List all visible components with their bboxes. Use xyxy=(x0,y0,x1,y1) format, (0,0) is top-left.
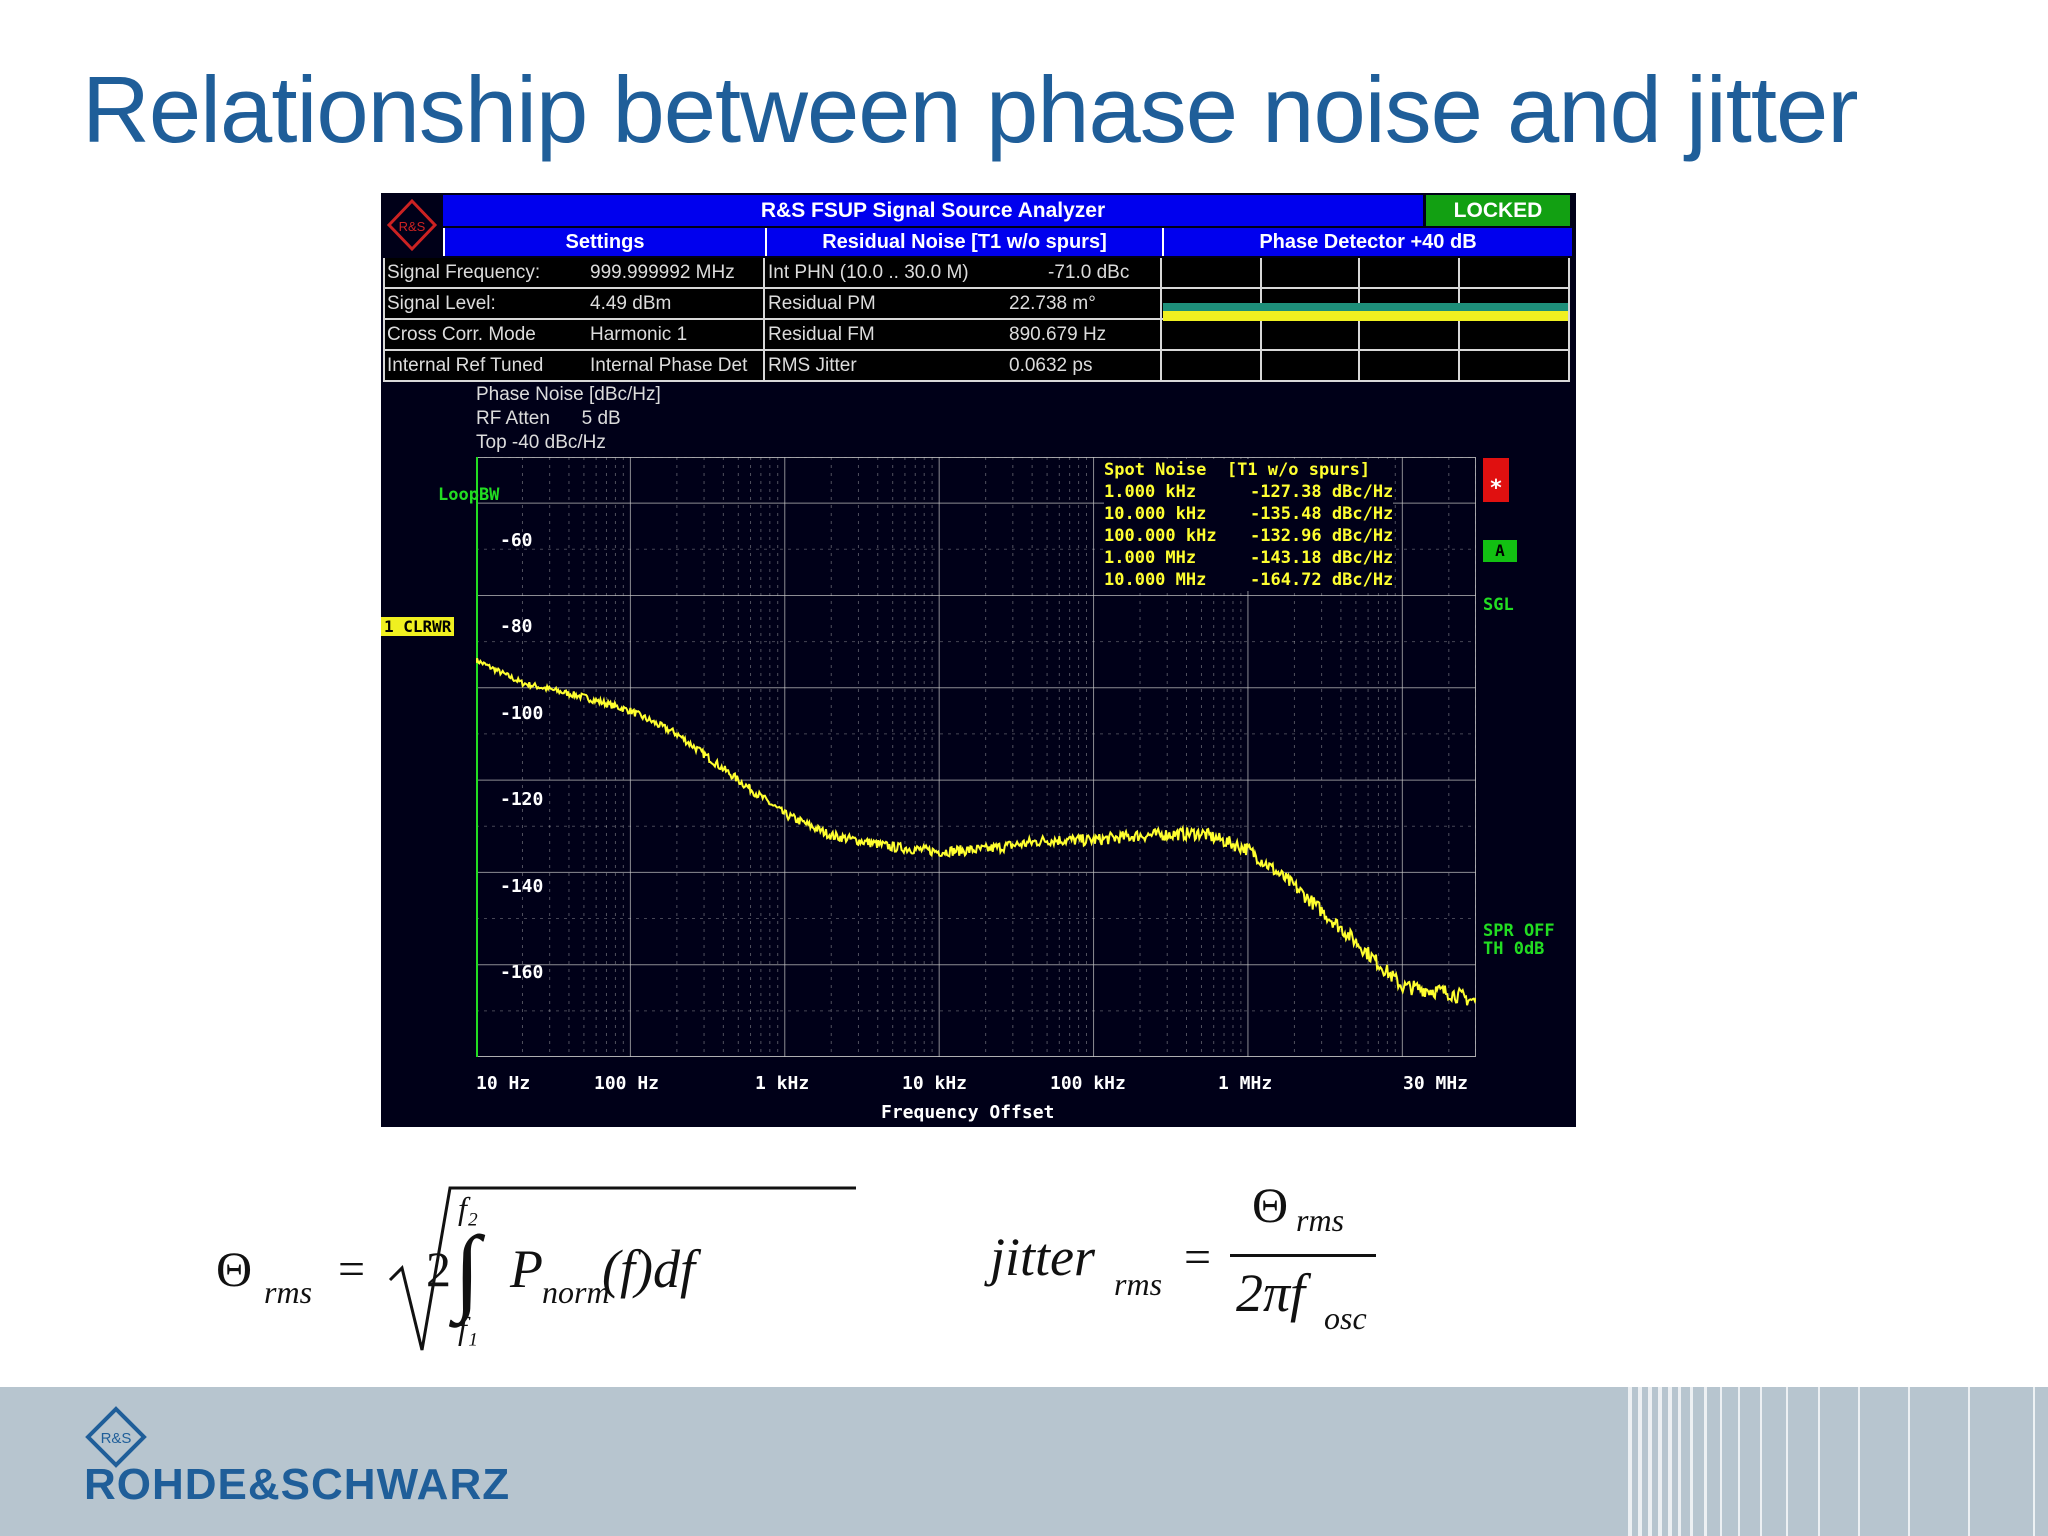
setting-label: Signal Level: xyxy=(387,293,496,314)
info-rf-atten: RF Atten 5 dB xyxy=(476,408,621,429)
settings-table: Signal Frequency: 999.999992 MHz Signal … xyxy=(383,258,1570,382)
setting-label: Signal Frequency: xyxy=(387,262,541,283)
slide-title: Relationship between phase noise and jit… xyxy=(82,57,1859,162)
spot-noise-value: -132.96 dBc/Hz xyxy=(1250,526,1394,546)
residual-label: RMS Jitter xyxy=(768,355,857,376)
spot-noise-header: Spot Noise xyxy=(1104,460,1207,480)
formula-argument: (f)df xyxy=(602,1239,695,1299)
spot-noise-header-right: [T1 w/o spurs] xyxy=(1226,460,1371,480)
formula-sqrt-sign xyxy=(388,1186,856,1351)
analyzer-logo: R&S xyxy=(383,195,441,256)
formula-jitter-sub: rms xyxy=(1114,1266,1163,1302)
phase-detector-trace-teal xyxy=(1163,303,1568,311)
formula-equals: = xyxy=(338,1243,366,1296)
x-tick-label: 10 kHz xyxy=(902,1073,968,1094)
y-tick-label: -60 xyxy=(500,530,533,551)
phase-noise-trace xyxy=(476,658,1476,1006)
residual-label: Residual PM xyxy=(768,293,876,314)
formula-jitter: jitter xyxy=(990,1227,1095,1287)
info-phase-noise: Phase Noise [dBc/Hz] xyxy=(476,384,661,405)
setting-value: Internal Phase Det xyxy=(590,355,748,376)
x-tick-label: 100 kHz xyxy=(1050,1073,1126,1094)
formula-integral-sign: ∫ xyxy=(454,1216,481,1323)
formula-denominator-sub: osc xyxy=(1324,1300,1367,1336)
footer-bar xyxy=(0,1387,2048,1536)
residual-value: -71.0 dBc xyxy=(1048,262,1130,283)
marker-a-badge: A xyxy=(1483,540,1517,562)
marker-star-badge: * xyxy=(1483,458,1509,502)
formula-jitter-rms: jitter rms = Θ rms 2πf osc xyxy=(990,1177,1410,1350)
y-tick-label: -160 xyxy=(500,962,544,983)
formula-upper-limit: f₂ xyxy=(458,1190,479,1226)
brand-name: ROHDE&SCHWARZ xyxy=(84,1460,511,1509)
spot-noise-freq: 1.000 MHz xyxy=(1104,548,1197,568)
locked-status: LOCKED xyxy=(1426,195,1570,226)
analyzer-title: R&S FSUP Signal Source Analyzer xyxy=(443,195,1423,226)
formula-theta-sub: rms xyxy=(264,1274,313,1310)
brand-logo-text: R&S xyxy=(101,1430,132,1447)
column-header-residual: Residual Noise [T1 w/o spurs] xyxy=(765,228,1162,256)
spot-noise-value: -127.38 dBc/Hz xyxy=(1250,482,1394,502)
footer-stripes xyxy=(1628,1387,2035,1536)
spot-noise-freq: 10.000 MHz xyxy=(1104,570,1207,590)
residual-value: 22.738 m° xyxy=(1009,293,1096,314)
formula-coef: 2 xyxy=(426,1241,451,1297)
x-axis-label: Frequency Offset xyxy=(881,1102,1055,1123)
formula-integrand: P xyxy=(510,1239,543,1299)
formula-numerator-sub: rms xyxy=(1296,1202,1345,1238)
phase-noise-plot xyxy=(476,457,1476,1057)
formula-fraction-bar xyxy=(1230,1254,1376,1257)
brand-logo: R&S xyxy=(84,1405,148,1469)
formula-denominator: 2πf xyxy=(1236,1263,1306,1323)
info-top: Top -40 dBc/Hz xyxy=(476,432,606,453)
formula-theta: Θ xyxy=(216,1241,253,1297)
x-tick-label: 10 Hz xyxy=(476,1073,531,1094)
formula-theta-rms: Θ rms = 2 ∫ f₂ f₁ P norm (f)df xyxy=(210,1180,860,1360)
setting-value: 4.49 dBm xyxy=(590,293,672,314)
residual-label: Int PHN (10.0 .. 30.0 M) xyxy=(768,262,969,283)
setting-label: Cross Corr. Mode xyxy=(387,324,536,345)
spot-noise-freq: 100.000 kHz xyxy=(1104,526,1217,546)
y-tick-label: -100 xyxy=(500,703,544,724)
setting-label: Internal Ref Tuned xyxy=(387,355,544,376)
residual-value: 0.0632 ps xyxy=(1009,355,1093,376)
phase-detector-trace-yellow xyxy=(1163,311,1568,321)
formula-lower-limit: f₁ xyxy=(458,1310,479,1346)
analyzer-logo-text: R&S xyxy=(399,219,426,234)
setting-value: Harmonic 1 xyxy=(590,324,688,345)
spot-noise-freq: 1.000 kHz xyxy=(1104,482,1197,502)
threshold-label: TH 0dB xyxy=(1483,939,1545,959)
setting-value: 999.999992 MHz xyxy=(590,262,735,283)
y-tick-label: -140 xyxy=(500,876,544,897)
spot-noise-value: -164.72 dBc/Hz xyxy=(1250,570,1394,590)
spot-noise-freq: 10.000 kHz xyxy=(1104,504,1207,524)
formula-equals-2: = xyxy=(1184,1231,1212,1284)
analyzer-screen: R&S R&S FSUP Signal Source Analyzer LOCK… xyxy=(381,193,1576,1127)
trace-label: 1 CLRWR xyxy=(381,617,455,636)
y-tick-label: -120 xyxy=(500,789,544,810)
x-tick-label: 100 Hz xyxy=(594,1073,660,1094)
formula-integrand-sub: norm xyxy=(542,1274,610,1310)
spot-noise-value: -143.18 dBc/Hz xyxy=(1250,548,1394,568)
x-tick-label: 1 kHz xyxy=(755,1073,810,1094)
spot-noise-panel: Spot Noise [T1 w/o spurs] 1.000 kHz -127.… xyxy=(1104,459,1394,591)
spr-off-label: SPR OFF xyxy=(1483,921,1555,941)
sgl-label: SGL xyxy=(1483,595,1514,615)
residual-value: 890.679 Hz xyxy=(1009,324,1107,345)
column-header-phase-detector: Phase Detector +40 dB xyxy=(1162,228,1572,256)
formula-numerator: Θ xyxy=(1252,1177,1289,1233)
x-tick-label: 30 MHz xyxy=(1403,1073,1469,1094)
y-tick-label: -80 xyxy=(500,616,533,637)
residual-label: Residual FM xyxy=(768,324,875,345)
loop-bw-label: LoopBW xyxy=(438,485,500,505)
x-tick-label: 1 MHz xyxy=(1218,1073,1273,1094)
spot-noise-value: -135.48 dBc/Hz xyxy=(1250,504,1394,524)
column-header-settings: Settings xyxy=(443,228,765,256)
